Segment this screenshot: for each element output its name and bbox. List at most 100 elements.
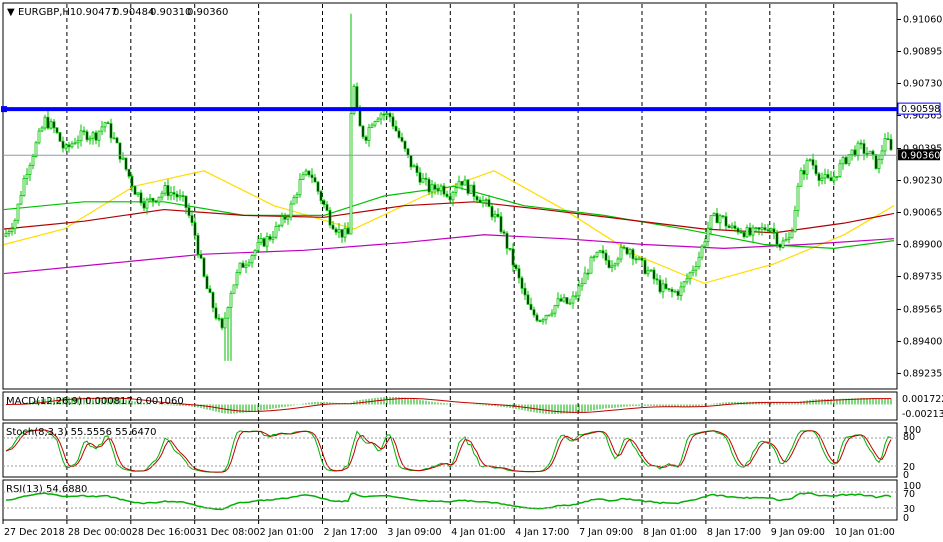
candle-body bbox=[145, 199, 149, 209]
candle-body bbox=[106, 122, 110, 125]
candle-body bbox=[34, 142, 38, 157]
candle-body bbox=[103, 122, 107, 128]
candle-body bbox=[508, 247, 512, 250]
candle-body bbox=[487, 199, 491, 207]
candle-body bbox=[679, 286, 683, 297]
candle-body bbox=[733, 225, 737, 229]
candle-body bbox=[352, 86, 356, 114]
candle-body bbox=[160, 192, 164, 198]
candle-body bbox=[835, 176, 839, 178]
candle-body bbox=[469, 184, 473, 194]
candle-body bbox=[82, 130, 86, 133]
candle-body bbox=[787, 237, 791, 240]
candle-body bbox=[67, 144, 71, 148]
moving-average-line bbox=[3, 185, 895, 249]
candle-body bbox=[811, 159, 815, 166]
stoch-tick-100: 100 bbox=[903, 425, 921, 436]
candle-body bbox=[133, 185, 137, 195]
candle-body bbox=[274, 225, 278, 238]
candle-body bbox=[445, 193, 449, 197]
candle-body bbox=[682, 281, 686, 288]
price-tick-label: 0.89400 bbox=[903, 336, 942, 347]
candle-body bbox=[544, 314, 548, 321]
candle-body bbox=[280, 216, 284, 226]
candle-body bbox=[745, 227, 749, 238]
candle-body bbox=[226, 307, 230, 319]
candle-body bbox=[271, 236, 275, 240]
time-tick-label: 2 Jan 01:00 bbox=[260, 527, 314, 538]
candle-body bbox=[346, 227, 350, 235]
candle-body bbox=[541, 319, 545, 322]
candle-body bbox=[739, 231, 743, 234]
candle-body bbox=[874, 154, 878, 170]
time-tick-label: 31 Dec 08:00 bbox=[196, 527, 260, 538]
resistance-price-label: 0.90598 bbox=[901, 104, 940, 115]
candle-body bbox=[40, 127, 44, 132]
candle-body bbox=[136, 192, 140, 195]
candle-body bbox=[553, 305, 557, 314]
candle-body bbox=[364, 136, 368, 141]
candle-body bbox=[388, 112, 392, 118]
candle-body bbox=[547, 314, 551, 317]
macd-tick-top: 0.001722 bbox=[902, 394, 943, 405]
candle-body bbox=[142, 202, 146, 209]
candle-body bbox=[367, 127, 371, 141]
candle-body bbox=[76, 140, 80, 144]
candle-body bbox=[181, 195, 185, 197]
vertical-gridlines bbox=[66, 4, 835, 520]
candle-body bbox=[868, 150, 872, 155]
candle-body bbox=[775, 232, 779, 245]
time-tick-label: 4 Jan 01:00 bbox=[451, 527, 505, 538]
candle-body bbox=[391, 116, 395, 127]
candle-body bbox=[796, 185, 800, 211]
candle-body bbox=[415, 165, 419, 173]
time-axis-labels: 27 Dec 2018 28 Dec 00:00 28 Dec 16:00 31 De… bbox=[2, 520, 895, 538]
candle-body bbox=[79, 130, 83, 142]
candle-body bbox=[286, 216, 290, 220]
candle-body bbox=[565, 297, 569, 305]
candle-body bbox=[151, 197, 155, 202]
time-tick-label: 2 Jan 17:00 bbox=[324, 527, 378, 538]
candle-body bbox=[253, 249, 257, 256]
candle-body bbox=[448, 196, 452, 201]
candle-body bbox=[706, 227, 710, 242]
time-tick-label: 8 Jan 01:00 bbox=[643, 527, 697, 538]
candle-body bbox=[157, 196, 161, 203]
stoch-tick-0: 0 bbox=[903, 470, 909, 481]
candle-body bbox=[301, 174, 305, 180]
chart-header-arrow[interactable]: ▼ bbox=[7, 7, 15, 18]
candle-body bbox=[712, 212, 716, 217]
candle-body bbox=[574, 295, 578, 298]
candle-body bbox=[430, 184, 434, 193]
resistance-line-handle[interactable] bbox=[1, 106, 7, 113]
rsi-tick-0: 0 bbox=[903, 513, 909, 524]
rsi-label: RSI(13) 54.6880 bbox=[6, 484, 87, 495]
price-tick-label: 0.90395 bbox=[903, 143, 942, 154]
candle-body bbox=[379, 113, 383, 120]
candle-body bbox=[184, 195, 188, 208]
candle-body bbox=[748, 227, 752, 236]
candle-body bbox=[616, 258, 620, 265]
candle-body bbox=[112, 137, 116, 140]
candle-body bbox=[805, 160, 809, 175]
candle-body bbox=[556, 298, 560, 306]
candle-body bbox=[676, 290, 680, 297]
candle-body bbox=[370, 124, 374, 128]
candle-body bbox=[781, 240, 785, 248]
candle-body bbox=[475, 196, 479, 201]
stoch-k-line bbox=[5, 429, 892, 473]
candle-body bbox=[598, 250, 602, 253]
candle-body bbox=[229, 292, 233, 308]
candle-body bbox=[238, 262, 242, 273]
candle-body bbox=[7, 231, 11, 234]
candle-body bbox=[577, 285, 581, 297]
candle-body bbox=[193, 222, 197, 236]
candle-body bbox=[439, 185, 443, 192]
candle-body bbox=[121, 157, 125, 160]
candle-body bbox=[715, 212, 719, 224]
candle-body bbox=[838, 163, 842, 177]
candle-body bbox=[88, 137, 92, 141]
candle-body bbox=[727, 225, 731, 229]
candle-body bbox=[91, 132, 95, 139]
